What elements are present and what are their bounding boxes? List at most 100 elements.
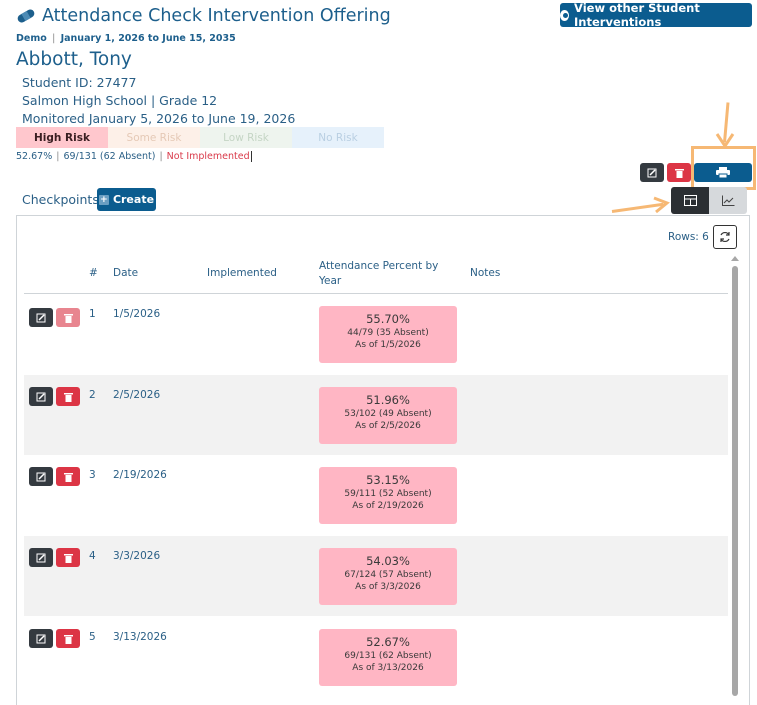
subtitle-separator: |	[52, 33, 56, 44]
row-number: 2	[89, 389, 96, 401]
pencil-icon	[36, 553, 46, 562]
table-icon	[683, 195, 697, 206]
view-other-interventions-button[interactable]: View other Student Interventions	[560, 1, 752, 29]
edit-offering-button[interactable]	[640, 163, 664, 182]
attendance-counts: 67/124 (57 Absent)	[344, 570, 432, 580]
row-date: 1/5/2026	[113, 308, 161, 320]
attendance-counts: 53/102 (49 Absent)	[344, 409, 432, 419]
row-number: 1	[89, 308, 96, 320]
create-checkpoint-button[interactable]: + Create	[97, 188, 156, 211]
attendance-percent: 51.96%	[366, 393, 410, 407]
attendance-badge: 55.70% 44/79 (35 Absent) As of 1/5/2026	[319, 306, 457, 363]
column-header-notes: Notes	[470, 267, 501, 279]
offering-subtitle: Demo | January 1, 2026 to June 15, 2035	[16, 33, 236, 44]
scrollbar-thumb[interactable]	[732, 266, 738, 696]
annotation-highlight-box	[691, 146, 756, 190]
subtitle-date-range: January 1, 2026 to June 15, 2035	[60, 33, 236, 44]
delete-row-button[interactable]	[56, 629, 80, 648]
pencil-icon	[36, 634, 46, 643]
stats-percent: 52.67%	[16, 151, 53, 162]
stats-separator: |	[159, 151, 163, 162]
row-number: 4	[89, 550, 96, 562]
delete-row-button[interactable]	[56, 387, 80, 406]
implementation-status: Not Implemented	[166, 151, 250, 162]
table-row: 3 2/19/2026 53.15% 59/111 (52 Absent) As…	[24, 455, 728, 535]
edit-row-button[interactable]	[29, 629, 53, 648]
delete-row-button[interactable]	[56, 467, 80, 486]
text-cursor	[250, 151, 252, 162]
annotation-arrowhead-icon	[653, 196, 670, 214]
eye-icon	[560, 9, 570, 21]
view-other-interventions-label: View other Student Interventions	[574, 1, 700, 29]
pencil-icon	[36, 392, 46, 401]
attendance-percent: 55.70%	[366, 312, 410, 326]
annotation-arrowhead-icon	[715, 133, 735, 148]
row-number: 5	[89, 631, 96, 643]
refresh-button[interactable]	[713, 225, 737, 249]
chart-view-button[interactable]	[709, 187, 747, 214]
edit-row-button[interactable]	[29, 308, 53, 327]
column-header-implemented: Implemented	[207, 267, 277, 279]
table-row: 2 2/5/2026 51.96% 53/102 (49 Absent) As …	[24, 375, 728, 455]
row-date: 2/19/2026	[113, 469, 167, 481]
pencil-icon	[36, 472, 46, 481]
risk-high: High Risk	[16, 127, 108, 148]
attendance-badge: 51.96% 53/102 (49 Absent) As of 2/5/2026	[319, 387, 457, 444]
view-toggle	[671, 187, 747, 214]
row-date: 2/5/2026	[113, 389, 161, 401]
attendance-as-of: As of 3/13/2026	[352, 663, 424, 673]
plus-icon: +	[98, 194, 109, 205]
risk-some: Some Risk	[108, 127, 200, 148]
scroll-up-arrow-icon[interactable]	[731, 256, 739, 261]
header-divider	[24, 293, 728, 294]
edit-row-button[interactable]	[29, 467, 53, 486]
column-header-num: #	[89, 267, 98, 279]
create-label: Create	[112, 193, 155, 206]
risk-none: No Risk	[292, 127, 384, 148]
delete-row-button[interactable]	[56, 548, 80, 567]
attendance-percent: 53.15%	[366, 473, 410, 487]
trash-icon	[63, 392, 73, 402]
column-header-attendance-line2: Year	[319, 275, 342, 287]
edit-row-button[interactable]	[29, 548, 53, 567]
risk-low: Low Risk	[200, 127, 292, 148]
attendance-percent: 52.67%	[366, 635, 410, 649]
edit-row-button[interactable]	[29, 387, 53, 406]
attendance-badge: 54.03% 67/124 (57 Absent) As of 3/3/2026	[319, 548, 457, 605]
stats-counts: 69/131 (62 Absent)	[63, 151, 156, 162]
trash-icon	[63, 472, 73, 482]
print-button[interactable]	[694, 163, 752, 182]
trash-icon	[63, 634, 73, 644]
delete-row-button[interactable]	[56, 308, 80, 327]
attendance-as-of: As of 1/5/2026	[355, 340, 421, 350]
checkpoints-panel	[16, 215, 750, 705]
table-row: 5 3/13/2026 52.67% 69/131 (62 Absent) As…	[24, 617, 728, 697]
pencil-icon	[647, 168, 657, 177]
attendance-badge: 52.67% 69/131 (62 Absent) As of 3/13/202…	[319, 629, 457, 686]
attendance-percent: 54.03%	[366, 554, 410, 568]
table-view-button[interactable]	[671, 187, 709, 214]
risk-level-bar: High Risk Some Risk Low Risk No Risk	[16, 127, 384, 148]
attendance-counts: 69/131 (62 Absent)	[344, 651, 432, 661]
line-chart-icon	[721, 195, 734, 206]
row-date: 3/3/2026	[113, 550, 161, 562]
trash-icon	[674, 168, 684, 178]
rows-count: Rows: 6	[668, 231, 709, 243]
attendance-counts: 59/111 (52 Absent)	[344, 489, 432, 499]
pencil-icon	[36, 313, 46, 322]
page-title: Attendance Check Intervention Offering	[42, 6, 391, 26]
monitored-dates: Monitored January 5, 2026 to June 19, 20…	[22, 111, 296, 126]
delete-offering-button[interactable]	[667, 163, 691, 182]
student-id: Student ID: 27477	[22, 75, 137, 90]
printer-icon	[716, 167, 730, 178]
title-row: Attendance Check Intervention Offering	[16, 6, 391, 26]
attendance-as-of: As of 2/19/2026	[352, 501, 424, 511]
table-row: 1 1/5/2026 55.70% 44/79 (35 Absent) As o…	[24, 294, 728, 374]
student-name: Abbott, Tony	[16, 49, 132, 70]
row-date: 3/13/2026	[113, 631, 167, 643]
attendance-counts: 44/79 (35 Absent)	[347, 328, 429, 338]
checkpoints-label: Checkpoints	[22, 192, 99, 207]
table-row: 4 3/3/2026 54.03% 67/124 (57 Absent) As …	[24, 536, 728, 616]
bandage-icon	[17, 9, 35, 23]
student-school-grade: Salmon High School | Grade 12	[22, 93, 218, 108]
